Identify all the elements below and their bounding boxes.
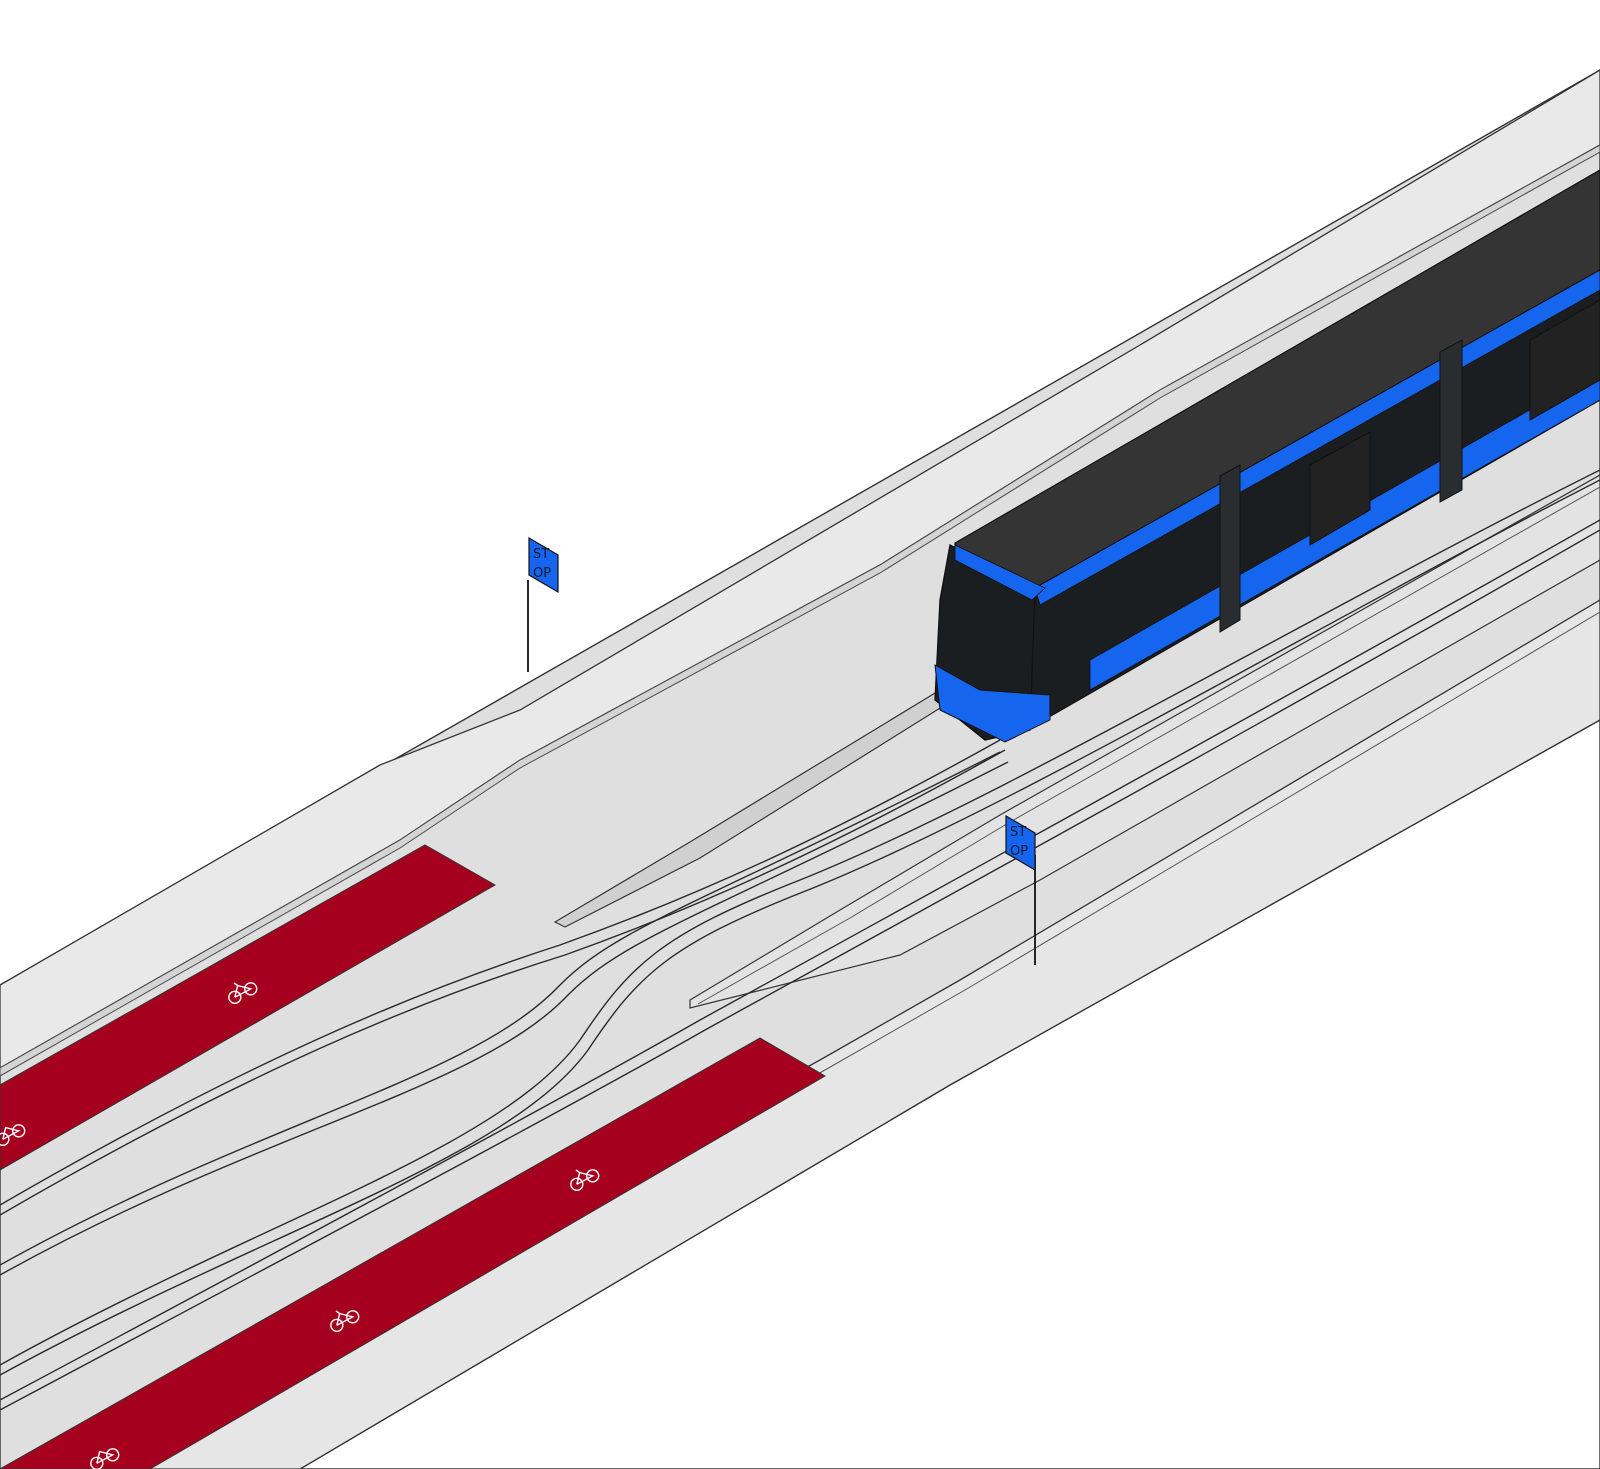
stop-sign-text-2: OP [1010, 844, 1028, 859]
tram-door [1439, 339, 1463, 503]
stop-sign-plate [528, 536, 559, 594]
rail-track [0, 469, 1600, 1366]
stop-sign-north: ST OP [527, 536, 559, 672]
stop-sign-text-1: ST [533, 547, 549, 562]
tram-platform-south [689, 474, 1600, 1009]
rail-track [0, 749, 1006, 1216]
tram-window [1309, 431, 1371, 546]
rail-track [0, 751, 1001, 1266]
tram-front-accent [954, 544, 1046, 601]
stop-sign-text-2: OP [533, 566, 551, 581]
stop-sign-text-1: ST [1010, 825, 1026, 840]
rail-track [0, 761, 1009, 1276]
tram-lower-band [1089, 369, 1600, 691]
rail-track [0, 519, 1600, 1401]
bicycle-icon [228, 982, 258, 1004]
curb-north [0, 144, 1600, 1077]
rail-track [0, 529, 1600, 1411]
tram-door [1219, 464, 1241, 633]
rail-track [0, 479, 1600, 1376]
stop-sign-south: ST OP [1005, 814, 1036, 965]
platform-south-edge [697, 486, 1600, 1005]
bike-lane-north [0, 844, 497, 1171]
bicycle-icon [0, 1124, 26, 1146]
bike-lane-south [0, 1037, 826, 1469]
rail-track [0, 739, 1001, 1206]
stop-sign-plate [1005, 814, 1036, 872]
tram-window [1529, 299, 1600, 421]
tram [934, 169, 1600, 743]
tram-bumper [934, 664, 1051, 743]
bicycle-icon [570, 1169, 600, 1191]
bicycle-icon [330, 1310, 360, 1332]
